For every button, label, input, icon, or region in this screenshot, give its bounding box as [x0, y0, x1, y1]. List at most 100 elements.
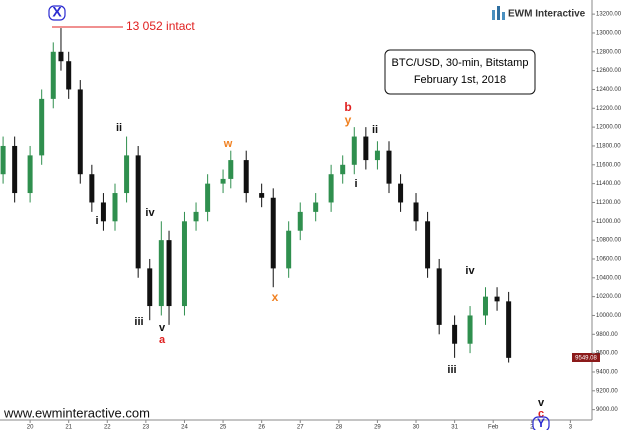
wave-label: v [159, 322, 166, 334]
wave-circle [48, 5, 66, 21]
y-tick-label: 9600.00 [596, 351, 618, 357]
wave-label: c [538, 408, 544, 420]
title-box [384, 49, 536, 95]
y-tick-label: 11800.00 [596, 144, 621, 150]
candle-body [243, 160, 249, 194]
y-tick-label: 10000.00 [596, 313, 622, 319]
candle-body [158, 240, 164, 307]
y-tick-label: 12000.00 [596, 125, 622, 131]
x-tick-label: 30 [413, 425, 420, 430]
x-tick-label: 3 [569, 425, 573, 430]
wave-label: x [272, 290, 279, 304]
y-tick-label: 9200.00 [596, 388, 618, 394]
candle-body [220, 178, 226, 184]
chart-title: BTC/USD, 30-min, Bitstamp [392, 57, 529, 69]
x-tick-label: 26 [258, 425, 265, 430]
wave-label: ii [116, 122, 122, 134]
candle-body [413, 202, 419, 222]
candle-body [313, 202, 319, 212]
wave-label: 13 052 intact [126, 19, 195, 33]
y-tick-label: 12400.00 [596, 87, 622, 93]
y-tick-label: 12200.00 [596, 106, 622, 112]
y-tick-label: 10800.00 [596, 238, 622, 244]
candle-body [482, 296, 488, 316]
candle-body [270, 197, 276, 269]
candle-body [166, 240, 172, 307]
x-tick-label: 22 [104, 425, 111, 430]
wave-label: iv [145, 207, 155, 219]
candle-body [89, 174, 95, 203]
y-tick-label: 12800.00 [596, 49, 622, 55]
x-tick-label: Feb [488, 425, 499, 430]
candle-body [506, 301, 512, 358]
chart-subtitle: February 1st, 2018 [414, 74, 506, 86]
y-tick-label: 9800.00 [596, 332, 618, 338]
candle-body [297, 211, 303, 231]
candle-body [452, 324, 458, 344]
wave-label: iii [134, 316, 143, 328]
y-tick-label: 11600.00 [596, 162, 621, 168]
y-tick-label: 9400.00 [596, 370, 618, 376]
candle-body [135, 155, 141, 269]
y-tick-label: 11000.00 [596, 219, 621, 225]
candle-body [205, 183, 211, 212]
y-tick-label: 10200.00 [596, 294, 622, 300]
x-tick-label: 21 [65, 425, 72, 430]
y-tick-label: 10400.00 [596, 275, 622, 281]
wave-label: ii [372, 124, 378, 136]
y-tick-label: 11400.00 [596, 181, 621, 187]
candle-body [398, 183, 404, 203]
candle-body [436, 268, 442, 325]
wave-label: v [538, 397, 545, 409]
candle-body [351, 136, 357, 165]
y-tick-label: 13000.00 [596, 31, 622, 37]
wave-label: y [345, 113, 352, 127]
x-tick-label: 25 [220, 425, 227, 430]
last-price-box [572, 353, 600, 362]
website: www.ewminteractive.com [3, 405, 150, 420]
last-price-label: 9549.08 [575, 356, 597, 362]
candle-body [77, 89, 83, 175]
x-tick-label: 28 [335, 425, 342, 430]
candle-body [58, 51, 64, 62]
candle-body [181, 221, 187, 307]
x-tick-label: 23 [143, 425, 150, 430]
wave-label: iv [465, 265, 475, 277]
candle-body [100, 202, 106, 222]
candle-body [259, 193, 265, 198]
candle-body [363, 136, 369, 161]
wave-circle [532, 416, 550, 430]
y-tick-label: 9000.00 [596, 407, 618, 413]
candle-body [39, 98, 45, 156]
wave-label: Y [537, 416, 545, 430]
x-tick-label: 27 [297, 425, 304, 430]
wave-label: i [354, 178, 357, 190]
y-tick-label: 13200.00 [596, 12, 622, 18]
logo-text: EWM Interactive [508, 9, 586, 20]
candle-body [112, 193, 118, 222]
wave-label: iii [447, 364, 456, 376]
candle-body [340, 164, 346, 175]
candle-body [425, 221, 431, 269]
wave-label: w [223, 138, 233, 150]
candle-body [12, 145, 18, 194]
candle-body [228, 160, 234, 179]
y-tick-label: 11200.00 [596, 200, 621, 206]
x-tick-label: 31 [451, 425, 458, 430]
candle-body [328, 174, 334, 203]
wave-label: i [95, 215, 98, 227]
candle-body [467, 315, 473, 344]
candle-body [193, 211, 199, 222]
candle-body [50, 51, 56, 99]
candle-body [374, 150, 380, 161]
candle-body [386, 150, 392, 184]
x-tick-label: 24 [181, 425, 188, 430]
y-tick-label: 10600.00 [596, 257, 622, 263]
candle-body [66, 61, 72, 90]
candle-body [0, 145, 6, 175]
logo-icon [492, 6, 505, 20]
y-tick-label: 12600.00 [596, 68, 622, 74]
x-tick-label: 29 [374, 425, 381, 430]
candle-body [494, 296, 500, 302]
